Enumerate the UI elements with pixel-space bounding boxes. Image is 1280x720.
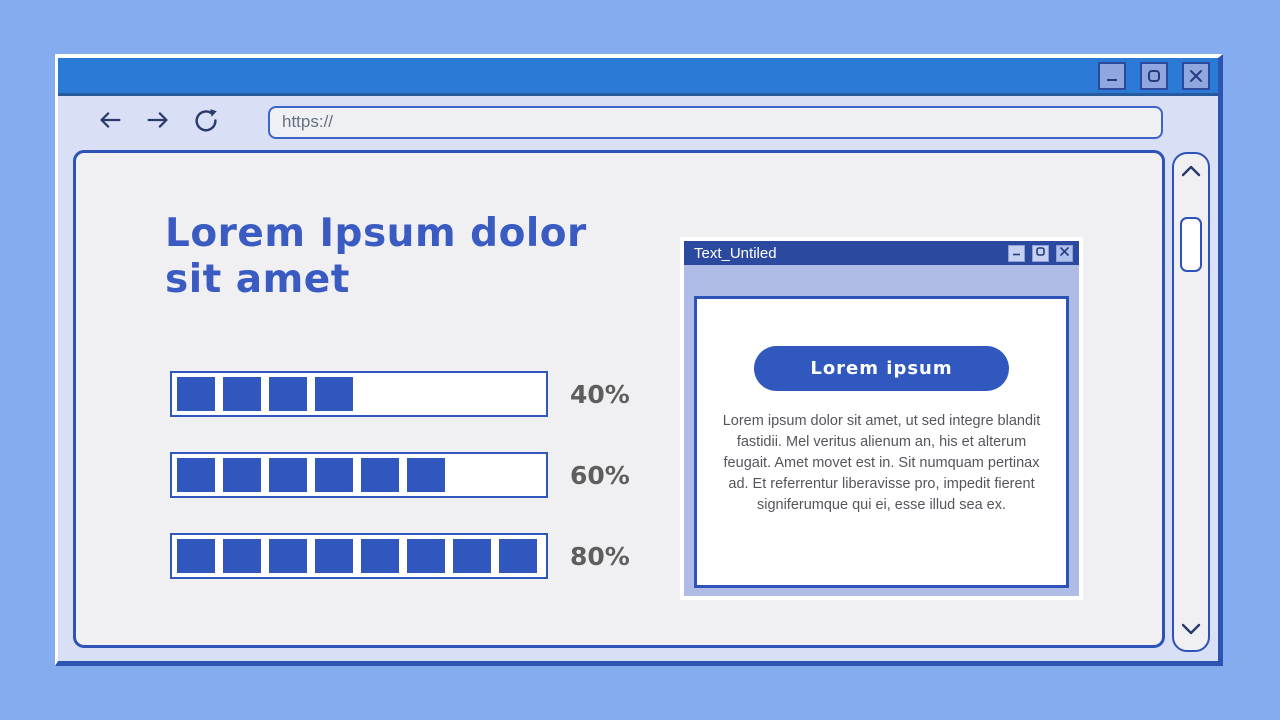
progress-percent-label: 80% bbox=[570, 541, 630, 571]
scroll-down-button[interactable] bbox=[1174, 616, 1208, 646]
progress-segment bbox=[315, 458, 353, 492]
dialog-titlebar[interactable]: Text_Untiled bbox=[684, 241, 1079, 265]
dialog-body-text: Lorem ipsum dolor sit amet, ut sed integ… bbox=[722, 413, 1041, 513]
browser-window: https:// Lorem Ipsum dolor sit amet 40% 6… bbox=[55, 54, 1223, 666]
progress-segment bbox=[223, 377, 261, 411]
close-icon bbox=[1187, 67, 1205, 85]
dialog-title: Text_Untiled bbox=[694, 244, 777, 262]
dialog-maximize-button[interactable] bbox=[1032, 244, 1049, 262]
minimize-button[interactable] bbox=[1098, 61, 1126, 90]
close-button[interactable] bbox=[1182, 61, 1210, 90]
progress-segment bbox=[223, 458, 261, 492]
minimize-icon bbox=[1103, 67, 1121, 85]
url-input[interactable]: https:// bbox=[268, 105, 1163, 139]
progress-bar-group: 40% 60% 80% bbox=[170, 371, 630, 614]
back-arrow-icon bbox=[95, 105, 125, 140]
progress-segment bbox=[453, 539, 491, 573]
url-text: https:// bbox=[282, 112, 334, 131]
page-title: Lorem Ipsum dolor sit amet bbox=[165, 211, 587, 303]
dialog-minimize-button[interactable] bbox=[1008, 244, 1025, 262]
browser-navbar: https:// bbox=[58, 96, 1218, 148]
page-title-line2: sit amet bbox=[165, 257, 350, 302]
progress-segment bbox=[177, 539, 215, 573]
progress-segment bbox=[315, 539, 353, 573]
progress-segment bbox=[177, 458, 215, 492]
progress-row: 40% bbox=[170, 371, 630, 417]
maximize-icon bbox=[1035, 244, 1046, 262]
dialog-window: Text_Untiled bbox=[680, 237, 1083, 600]
scrollbar-thumb[interactable] bbox=[1180, 217, 1202, 272]
progress-segment bbox=[361, 458, 399, 492]
progress-row: 60% bbox=[170, 452, 630, 498]
lorem-ipsum-button[interactable]: Lorem ipsum bbox=[754, 346, 1009, 391]
progress-segment bbox=[269, 539, 307, 573]
progress-segment bbox=[499, 539, 537, 573]
back-button[interactable] bbox=[94, 106, 126, 138]
scrollbar[interactable] bbox=[1172, 152, 1210, 652]
maximize-icon bbox=[1145, 67, 1163, 85]
minimize-icon bbox=[1011, 244, 1022, 262]
chevron-down-icon bbox=[1179, 621, 1203, 642]
progress-row: 80% bbox=[170, 533, 630, 579]
progress-segment bbox=[177, 377, 215, 411]
progress-segment bbox=[269, 377, 307, 411]
progress-segment bbox=[361, 539, 399, 573]
progress-segment bbox=[407, 458, 445, 492]
progress-segment bbox=[407, 539, 445, 573]
progress-percent-label: 40% bbox=[570, 379, 630, 409]
forward-button[interactable] bbox=[142, 106, 174, 138]
progress-segment bbox=[315, 377, 353, 411]
page-title-line1: Lorem Ipsum dolor bbox=[165, 211, 587, 256]
progress-bar bbox=[170, 452, 548, 498]
maximize-button[interactable] bbox=[1140, 61, 1168, 90]
close-icon bbox=[1059, 244, 1070, 262]
chevron-up-icon bbox=[1179, 163, 1203, 184]
dialog-close-button[interactable] bbox=[1056, 244, 1073, 262]
refresh-button[interactable] bbox=[190, 106, 222, 138]
progress-bar bbox=[170, 371, 548, 417]
progress-segment bbox=[269, 458, 307, 492]
progress-percent-label: 60% bbox=[570, 460, 630, 490]
dialog-content-panel: Lorem ipsum Lorem ipsum dolor sit amet, … bbox=[694, 296, 1069, 588]
refresh-icon bbox=[191, 105, 221, 140]
progress-segment bbox=[223, 539, 261, 573]
page-content-panel: Lorem Ipsum dolor sit amet 40% 60% 80% Tex… bbox=[73, 150, 1165, 648]
progress-bar bbox=[170, 533, 548, 579]
browser-titlebar[interactable] bbox=[58, 58, 1218, 96]
forward-arrow-icon bbox=[143, 105, 173, 140]
scroll-up-button[interactable] bbox=[1174, 158, 1208, 188]
